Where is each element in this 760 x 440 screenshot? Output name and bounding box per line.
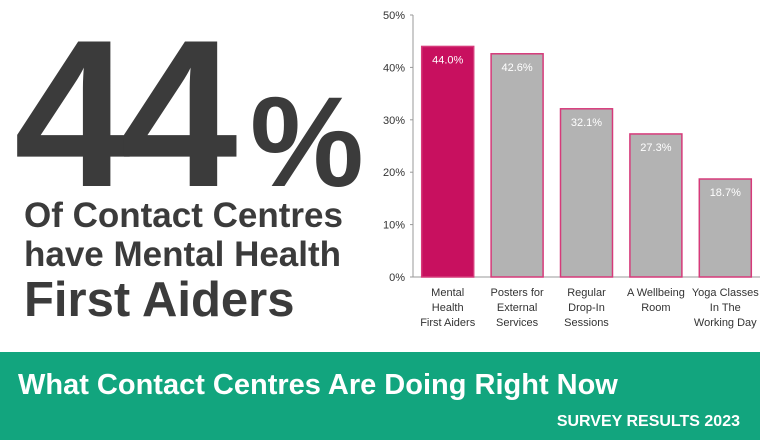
value-label: 27.3% xyxy=(640,142,671,154)
bar xyxy=(698,178,753,278)
bar xyxy=(559,108,614,278)
headline-line: First Aiders xyxy=(24,273,294,327)
y-tick-label: 50% xyxy=(383,10,405,22)
stat-number: 44 xyxy=(14,0,237,231)
y-tick-label: 10% xyxy=(383,220,405,232)
y-tick-label: 20% xyxy=(383,167,405,179)
x-tick-label: A Wellbeing Room xyxy=(627,287,685,314)
footer-title: What Contact Centres Are Doing Right Now xyxy=(18,369,618,401)
headline-line: have Mental Health xyxy=(24,235,341,274)
x-tick-label: Mental Health First Aiders xyxy=(420,287,476,329)
y-tick-label: 30% xyxy=(383,115,405,127)
bar xyxy=(490,53,544,278)
stat-unit: % xyxy=(250,71,364,214)
y-tick-label: 40% xyxy=(383,62,405,74)
bar-chart: 0% 10% 20% 30% 40% 50% 44.0% Mental Health First … xyxy=(383,10,760,329)
x-tick-label: Yoga Classes In The Working Day xyxy=(692,287,759,329)
x-tick-label: Regular Drop-In Sessions xyxy=(564,287,609,329)
bar xyxy=(420,45,475,278)
headline-line: Of Contact Centres xyxy=(24,196,343,235)
y-tick-label: 0% xyxy=(389,272,405,284)
bar xyxy=(629,133,683,278)
value-label: 18.7% xyxy=(710,187,741,199)
footer-subtitle: SURVEY RESULTS 2023 xyxy=(557,413,740,430)
footer-band xyxy=(0,352,760,440)
value-label: 42.6% xyxy=(501,62,532,74)
value-label: 44.0% xyxy=(432,54,463,66)
x-tick-label: Posters for External Services xyxy=(491,287,545,329)
value-label: 32.1% xyxy=(571,117,602,129)
